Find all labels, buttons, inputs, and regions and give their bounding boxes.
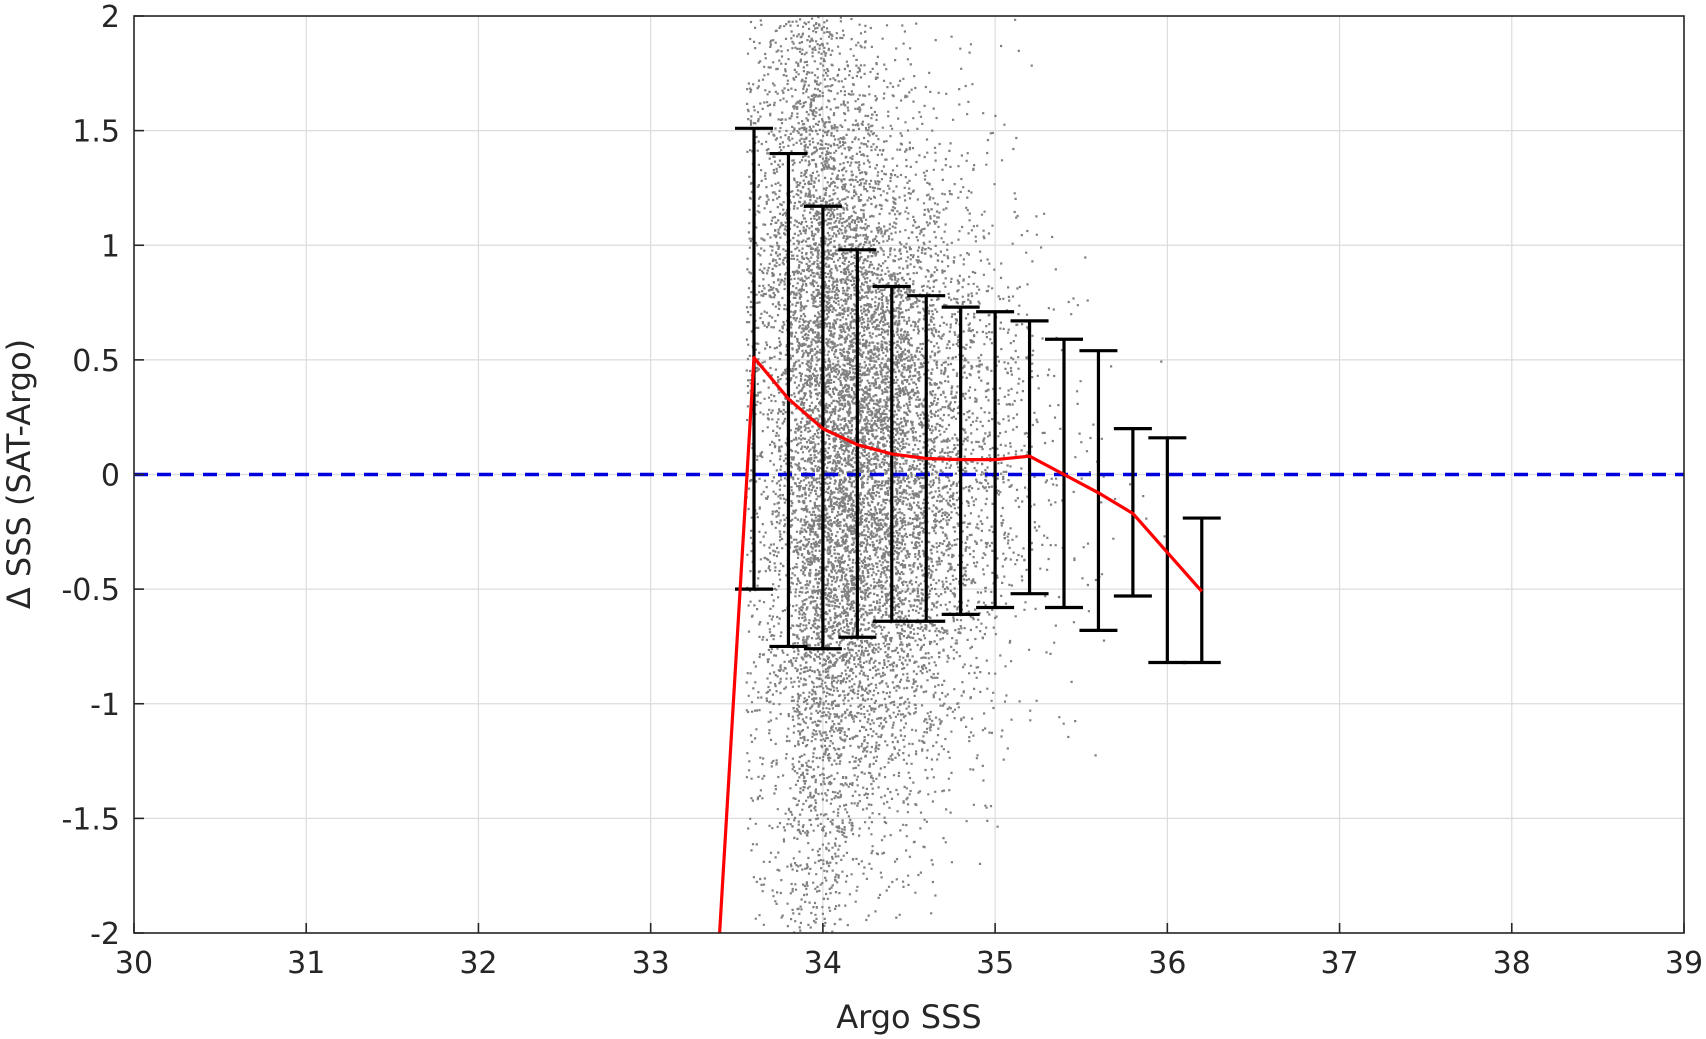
- axis-ticks: 30 31 32 33 34 35 36 37 38 39 -2 -1.5 -1 -0.5 0 0.5 1 1.5…: [61, 0, 1703, 981]
- x-tick-label: 37: [1320, 946, 1358, 981]
- y-tick-label: 1: [101, 229, 120, 264]
- y-tick-label: -1.5: [61, 802, 120, 837]
- x-tick-label: 32: [459, 946, 497, 981]
- x-tick-label: 34: [804, 946, 842, 981]
- y-tick-label: 1.5: [72, 115, 120, 150]
- x-tick-label: 30: [115, 946, 153, 981]
- y-tick-label: 2: [101, 0, 120, 35]
- mean-line: [718, 356, 1203, 933]
- y-tick-label: -2: [90, 917, 120, 952]
- x-axis-title: Argo SSS: [836, 998, 981, 1036]
- y-axis-title: Δ SSS (SAT-Argo): [0, 339, 38, 609]
- y-tick-label: -1: [90, 688, 120, 723]
- scatter-points: [745, 16, 1166, 933]
- x-tick-label: 39: [1665, 946, 1703, 981]
- x-tick-label: 31: [287, 946, 325, 981]
- y-tick-label: 0: [101, 459, 120, 494]
- x-tick-label: 33: [632, 946, 670, 981]
- y-tick-label: -0.5: [61, 573, 120, 608]
- x-tick-label: 36: [1148, 946, 1186, 981]
- scatter-point-cloud: [745, 16, 1166, 933]
- x-tick-label: 35: [976, 946, 1014, 981]
- x-tick-label: 38: [1493, 946, 1531, 981]
- error-bar: [1079, 349, 1118, 632]
- y-tick-label: 0.5: [72, 344, 120, 379]
